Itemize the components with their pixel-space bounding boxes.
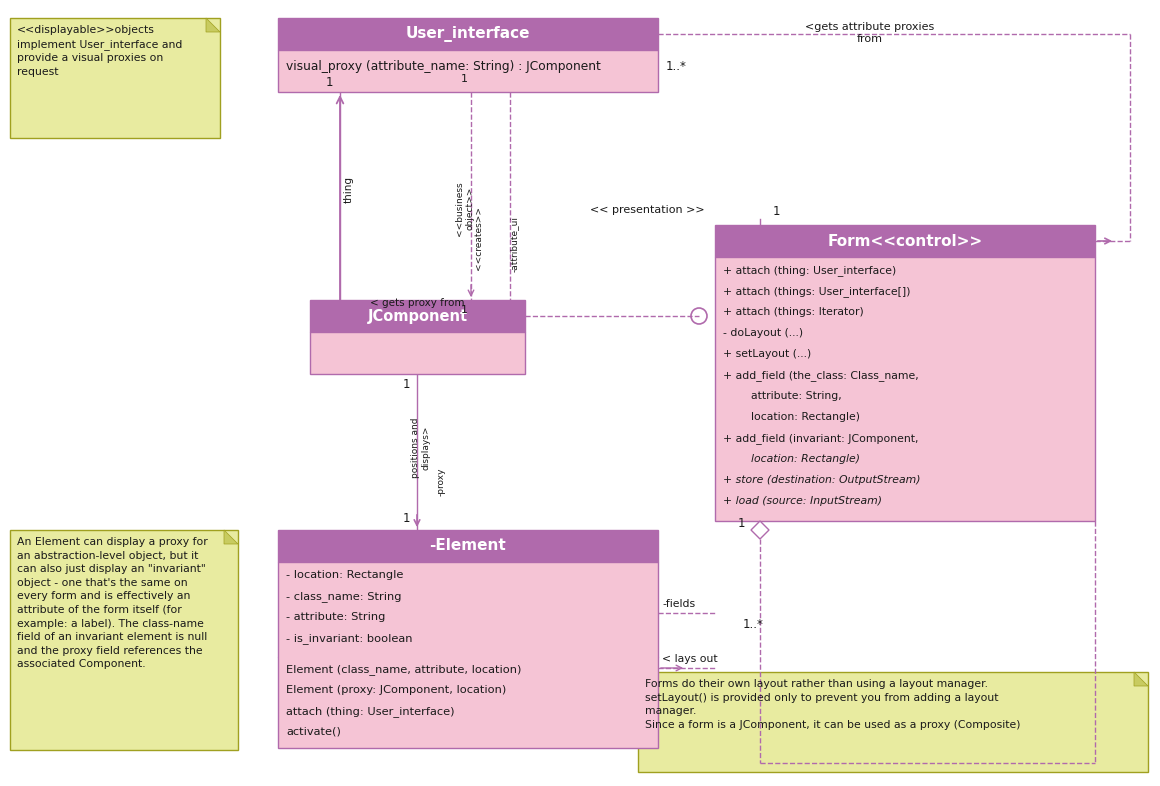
Bar [278,562,658,748]
Text: 1: 1 [326,76,334,89]
Text: thing: thing [345,176,354,203]
Text: <<displayable>>objects
implement User_interface and
provide a visual proxies on
: <<displayable>>objects implement User_in… [17,25,182,77]
Text: -fields: -fields [662,599,695,609]
Text: Form<<control>>: Form<<control>> [827,233,983,248]
Text: - attribute: String: - attribute: String [287,612,385,622]
Text: positions and
displays>: positions and displays> [412,417,430,478]
Text: -attribute_ui: -attribute_ui [509,216,519,272]
Text: <gets attribute proxies
from: <gets attribute proxies from [805,22,935,43]
Text: + attach (things: User_interface[]): + attach (things: User_interface[]) [723,286,911,297]
Bar [310,332,525,374]
Text: 1: 1 [461,74,467,84]
Polygon shape [751,521,769,539]
Text: + setLayout (...): + setLayout (...) [723,349,811,359]
Text: attribute: String,: attribute: String, [723,391,842,401]
Bar [310,300,525,332]
Bar [715,257,1095,521]
Polygon shape [206,18,220,32]
Text: JComponent: JComponent [368,308,467,324]
Text: Forms do their own layout rather than using a layout manager.
setLayout() is pro: Forms do their own layout rather than us… [645,679,1021,729]
Text: Element (class_name, attribute, location): Element (class_name, attribute, location… [287,664,521,675]
Polygon shape [1134,672,1148,686]
Text: 1: 1 [403,378,411,391]
Text: attach (thing: User_interface): attach (thing: User_interface) [287,706,455,717]
Text: - class_name: String: - class_name: String [287,591,401,602]
Text: < lays out: < lays out [662,654,718,664]
Text: + add_field (invariant: JComponent,: + add_field (invariant: JComponent, [723,433,919,444]
Bar [715,225,1095,257]
Text: + load (source: InputStream): + load (source: InputStream) [723,496,882,506]
Text: << presentation >>: << presentation >> [590,205,705,215]
Bar [278,50,658,92]
Text: An Element can display a proxy for
an abstraction-level object, but it
can also : An Element can display a proxy for an ab… [17,537,208,670]
Text: -proxy: -proxy [436,467,445,495]
Text: 1: 1 [738,517,746,530]
Text: <<creates>>: <<creates>> [474,206,484,270]
Text: - location: Rectangle: - location: Rectangle [287,570,404,580]
Text: - is_invariant: boolean: - is_invariant: boolean [287,633,413,644]
Bar [278,18,658,50]
Text: 1: 1 [773,205,781,218]
Text: - doLayout (...): - doLayout (...) [723,328,803,338]
Text: 1..*: 1..* [666,60,687,73]
Bar [638,672,1148,772]
Text: 1..*: 1..* [744,618,764,631]
Bar [10,530,238,750]
Text: location: Rectangle): location: Rectangle) [723,454,860,464]
Text: 1: 1 [461,305,467,315]
Text: visual_proxy (attribute_name: String) : JComponent: visual_proxy (attribute_name: String) : … [287,60,601,73]
Text: location: Rectangle): location: Rectangle) [723,412,860,422]
Text: <<business
object>>: <<business object>> [455,181,474,236]
Bar [278,530,658,562]
Text: + attach (thing: User_interface): + attach (thing: User_interface) [723,265,897,276]
Text: < gets proxy from: < gets proxy from [370,298,464,308]
Polygon shape [224,530,238,544]
Text: -Element: -Element [429,538,507,553]
Text: + store (destination: OutputStream): + store (destination: OutputStream) [723,475,921,485]
Text: Element (proxy: JComponent, location): Element (proxy: JComponent, location) [287,685,506,695]
Text: activate(): activate() [287,727,341,737]
Text: User_interface: User_interface [406,26,530,42]
Bar [10,18,220,138]
Text: + attach (things: Iterator): + attach (things: Iterator) [723,307,864,317]
Text: + add_field (the_class: Class_name,: + add_field (the_class: Class_name, [723,370,919,381]
Text: 1: 1 [403,512,411,525]
